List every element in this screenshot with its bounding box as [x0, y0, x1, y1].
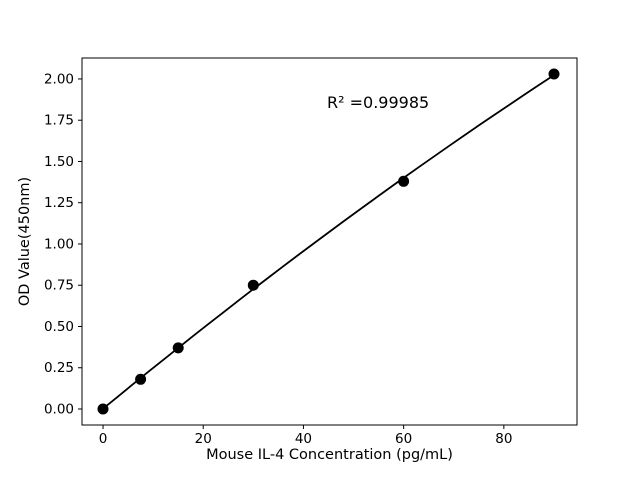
data-point — [97, 403, 109, 415]
x-tick-label: 40 — [295, 431, 312, 447]
y-tick-label: 0.50 — [44, 319, 74, 335]
y-tick-label: 1.00 — [44, 236, 74, 252]
y-axis-label: OD Value(450nm) — [17, 177, 33, 306]
data-point — [398, 175, 410, 187]
data-point — [135, 373, 147, 385]
y-tick-label: 2.00 — [44, 71, 74, 87]
y-tick-label: 1.75 — [44, 113, 74, 129]
y-tick-label: 1.50 — [44, 154, 74, 170]
data-point — [172, 342, 184, 354]
x-tick-label: 60 — [395, 431, 412, 447]
y-tick-label: 1.25 — [44, 195, 74, 211]
y-tick-label: 0.75 — [44, 278, 74, 294]
x-tick-label: 0 — [99, 431, 108, 447]
x-axis-label: Mouse IL-4 Concentration (pg/mL) — [206, 447, 453, 463]
data-point — [247, 279, 259, 291]
x-tick-label: 80 — [495, 431, 512, 447]
x-tick-label: 20 — [195, 431, 212, 447]
plot-area: 0 20 40 60 80 0.00 0.25 0.50 0.75 1.00 1.25 1.50 1.7… — [44, 57, 578, 447]
data-point — [548, 68, 560, 80]
y-tick-label: 0.00 — [44, 401, 74, 417]
plot-frame — [81, 57, 578, 426]
r-squared-annotation: R² =0.99985 — [327, 93, 429, 112]
y-tick-label: 0.25 — [44, 360, 74, 376]
